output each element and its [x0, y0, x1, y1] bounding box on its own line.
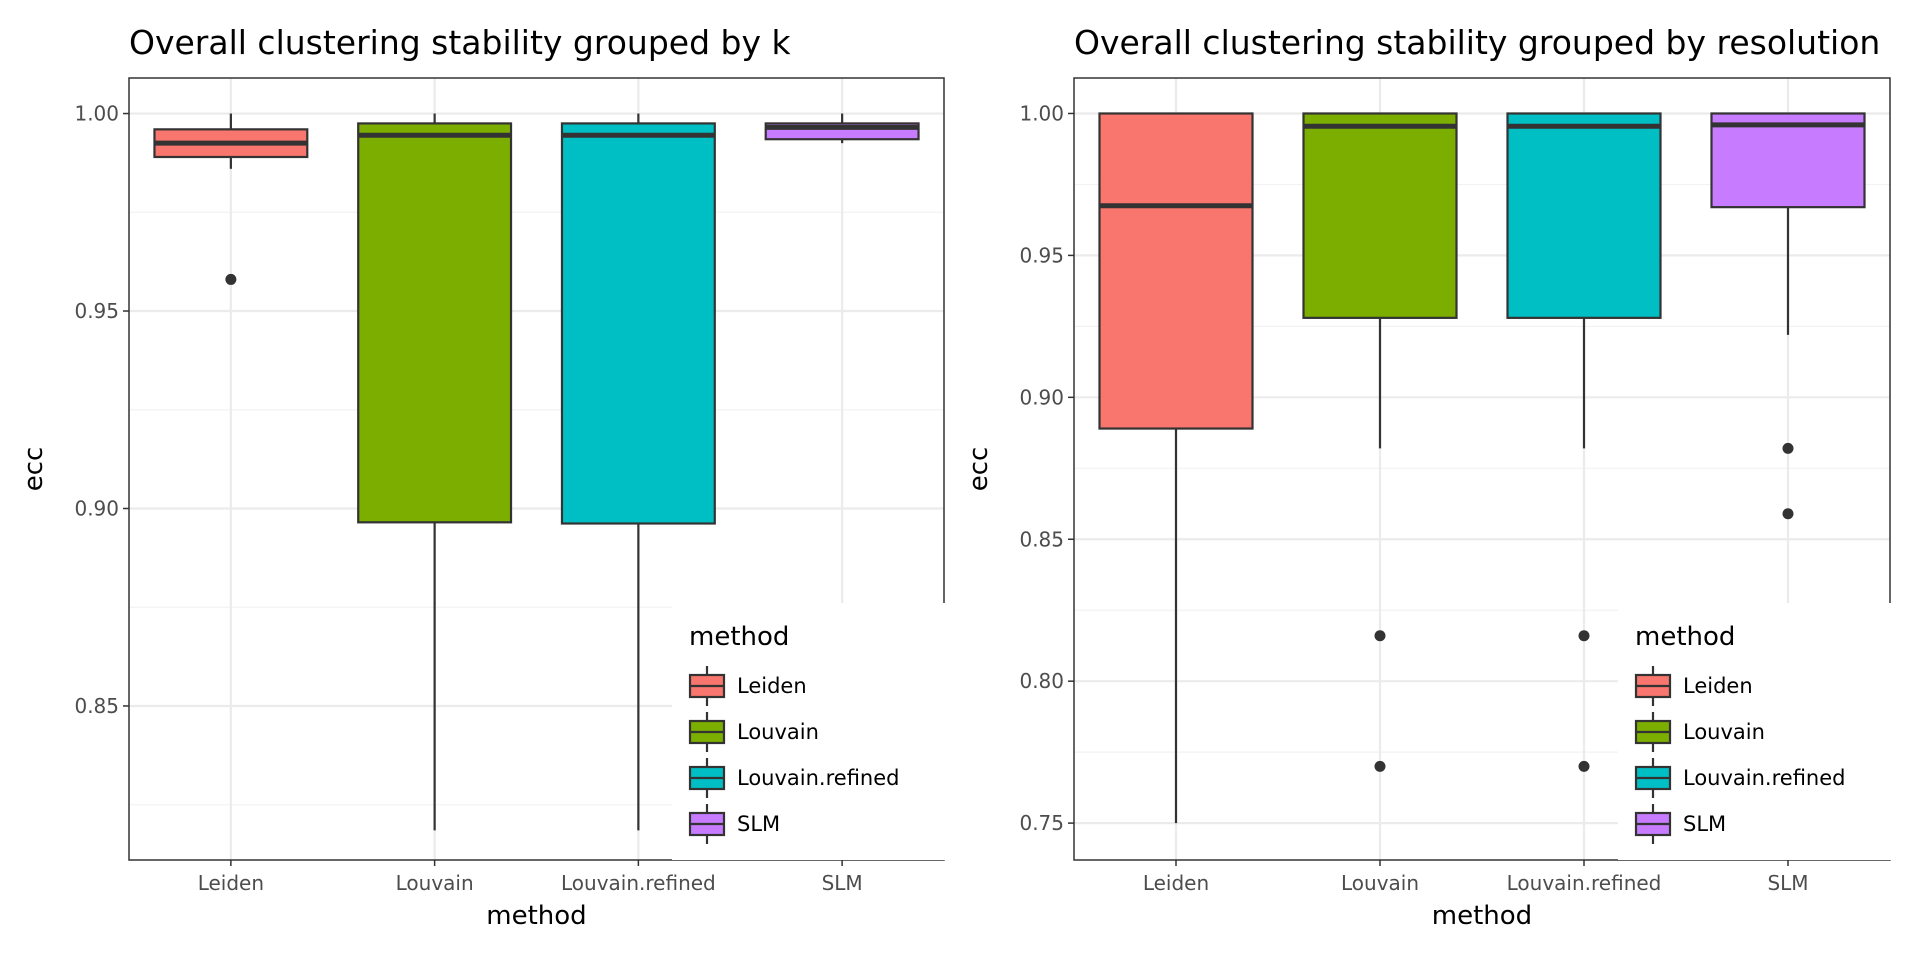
chart-title: Overall clustering stability grouped by … — [1074, 23, 1880, 62]
outlier-point — [1374, 760, 1386, 772]
chart-panel-1: Overall clustering stability grouped by … — [19, 23, 948, 931]
x-tick-label: Louvain — [396, 871, 474, 895]
x-axis-label: method — [1432, 901, 1532, 931]
x-tick-label: Leiden — [198, 871, 264, 895]
x-tick-label: Louvain — [1341, 871, 1419, 895]
outlier-point — [1374, 630, 1386, 642]
box-slm — [764, 113, 920, 144]
box-slm — [1710, 112, 1866, 520]
box-louvain — [357, 113, 513, 831]
legend-label: Leiden — [1683, 674, 1753, 698]
legend-label: SLM — [737, 812, 780, 836]
legend-label: Leiden — [737, 674, 807, 698]
y-tick-label: 0.85 — [74, 694, 119, 718]
x-tick-label: Louvain.refined — [1507, 871, 1662, 895]
y-tick-label: 0.80 — [1019, 669, 1064, 693]
outlier-point — [1782, 508, 1794, 520]
y-tick-label: 0.95 — [74, 299, 119, 323]
y-tick-label: 0.95 — [1019, 243, 1064, 267]
legend-label: SLM — [1683, 812, 1726, 836]
y-tick-label: 0.75 — [1019, 811, 1064, 835]
y-tick-label: 1.00 — [74, 102, 119, 126]
box-iqr — [1710, 112, 1866, 209]
legend-key — [688, 804, 726, 844]
legend-key — [1634, 666, 1672, 706]
legend-title: method — [1635, 622, 1735, 652]
legend-label: Louvain.refined — [737, 766, 899, 790]
legend-key — [1634, 804, 1672, 844]
legend-key — [688, 712, 726, 752]
x-tick-label: SLM — [1767, 871, 1808, 895]
y-tick-label: 0.90 — [1019, 385, 1064, 409]
chart-panel-2: Overall clustering stability grouped by … — [964, 23, 1894, 931]
box-iqr — [1506, 112, 1662, 319]
legend: method Leiden Louvain Louvain.refined SLM — [672, 603, 948, 860]
legend: method Leiden Louvain Louvain.refined SLM — [1618, 603, 1894, 860]
box-louvain-refined — [560, 113, 716, 831]
legend-title: method — [689, 622, 789, 652]
legend-label: Louvain — [737, 720, 819, 744]
x-tick-label: Leiden — [1143, 871, 1209, 895]
y-tick-label: 0.90 — [74, 496, 119, 520]
box-iqr — [1302, 112, 1458, 319]
box-louvain — [1302, 112, 1458, 772]
outlier-point — [225, 273, 237, 285]
chart-title: Overall clustering stability grouped by … — [129, 23, 791, 62]
x-tick-label: SLM — [822, 871, 863, 895]
y-tick-label: 1.00 — [1019, 101, 1064, 125]
legend-label: Louvain — [1683, 720, 1765, 744]
legend-key — [1634, 712, 1672, 752]
box-leiden — [153, 113, 309, 285]
legend-label: Louvain.refined — [1683, 766, 1845, 790]
box-iqr — [1098, 112, 1254, 430]
panel-border — [128, 77, 945, 861]
y-axis-label: ecc — [964, 447, 994, 492]
outlier-point — [1782, 442, 1794, 454]
x-axis-label: method — [486, 901, 586, 931]
legend-key — [688, 666, 726, 706]
box-iqr — [560, 122, 716, 525]
y-axis-label: ecc — [19, 447, 49, 492]
panel-border — [1073, 77, 1891, 861]
y-tick-label: 0.85 — [1019, 527, 1064, 551]
box-leiden — [1098, 112, 1254, 824]
box-louvain-refined — [1506, 112, 1662, 772]
box-iqr — [357, 122, 513, 524]
outlier-point — [1578, 630, 1590, 642]
outlier-point — [1578, 760, 1590, 772]
x-tick-label: Louvain.refined — [561, 871, 716, 895]
legend-key — [688, 758, 726, 798]
legend-key — [1634, 758, 1672, 798]
